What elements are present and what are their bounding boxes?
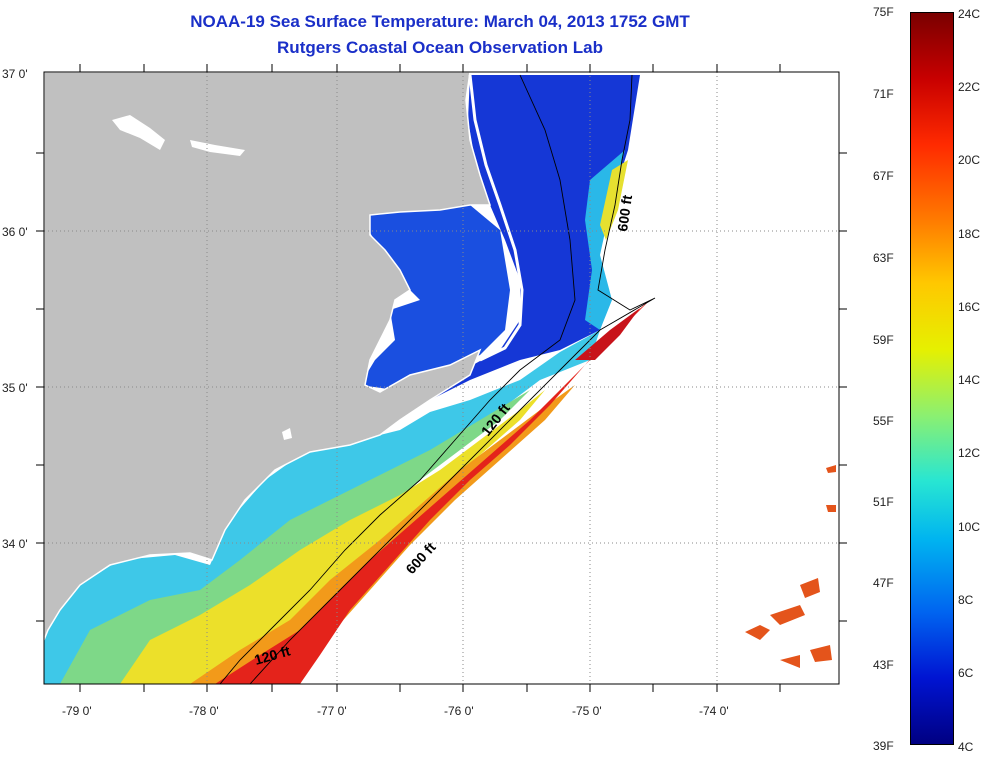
offshore-patches [745,465,836,668]
colorbar-c-label: 20C [958,153,981,167]
colorbar-c-label: 10C [958,520,981,534]
colorbar-f-label: 55F [873,414,894,428]
colorbar-f-label: 71F [873,87,894,101]
sound-blue [360,205,510,390]
lat-label-36: 36 0' [2,225,28,239]
colorbar-f-label: 51F [873,495,894,509]
ocean-darkred [575,308,640,360]
map-content [44,72,839,684]
colorbar-c-label: 4C [958,740,974,754]
lon-label-78: -78 0' [189,704,219,718]
grid-lines [44,72,839,684]
lon-label-75: -75 0' [572,704,602,718]
ocean-orange [190,385,575,684]
temperature-colorbar [910,12,954,745]
ocean-yellow [120,390,545,684]
colorbar-f-label: 39F [873,739,894,753]
lat-label-37: 37 0' [2,67,28,81]
land [44,72,492,641]
ocean-cyan-north [585,150,625,330]
ocean-north-blue [378,75,640,430]
colorbar-c-label: 24C [958,7,981,21]
colorbar-f-label: 67F [873,169,894,183]
colorbar-c-label: 8C [958,593,974,607]
lon-label-77: -77 0' [317,704,347,718]
tick-marks [36,64,847,692]
map-subtitle: Rutgers Coastal Ocean Observation Lab [277,38,603,57]
map-title: NOAA-19 Sea Surface Temperature: March 0… [190,12,690,31]
contour-120ft [219,74,576,684]
colorbar-f-label: 63F [873,251,894,265]
map-frame [43,71,840,685]
lon-label-76: -76 0' [444,704,474,718]
ocean-green [60,390,530,684]
ocean-yellow-north [600,160,628,240]
colorbar-f-label: 59F [873,333,894,347]
colorbar-c-label: 12C [958,446,981,460]
colorbar-c-label: 18C [958,227,981,241]
contour-label-600-north: 600 ft [614,194,635,233]
colorbar-c-label: 6C [958,666,974,680]
contour-600ft [249,74,656,684]
barrier-islands [468,74,524,362]
lat-label-35: 35 0' [2,381,28,395]
colorbar-f-label: 43F [873,658,894,672]
colorbar-f-label: 47F [873,576,894,590]
colorbar-c-label: 22C [958,80,981,94]
colorbar-c-label: 16C [958,300,981,314]
lat-label-34: 34 0' [2,537,28,551]
lon-label-79: -79 0' [62,704,92,718]
colorbar-f-label: 75F [873,5,894,19]
colorbar-c-label: 14C [958,373,981,387]
lon-label-74: -74 0' [699,704,729,718]
